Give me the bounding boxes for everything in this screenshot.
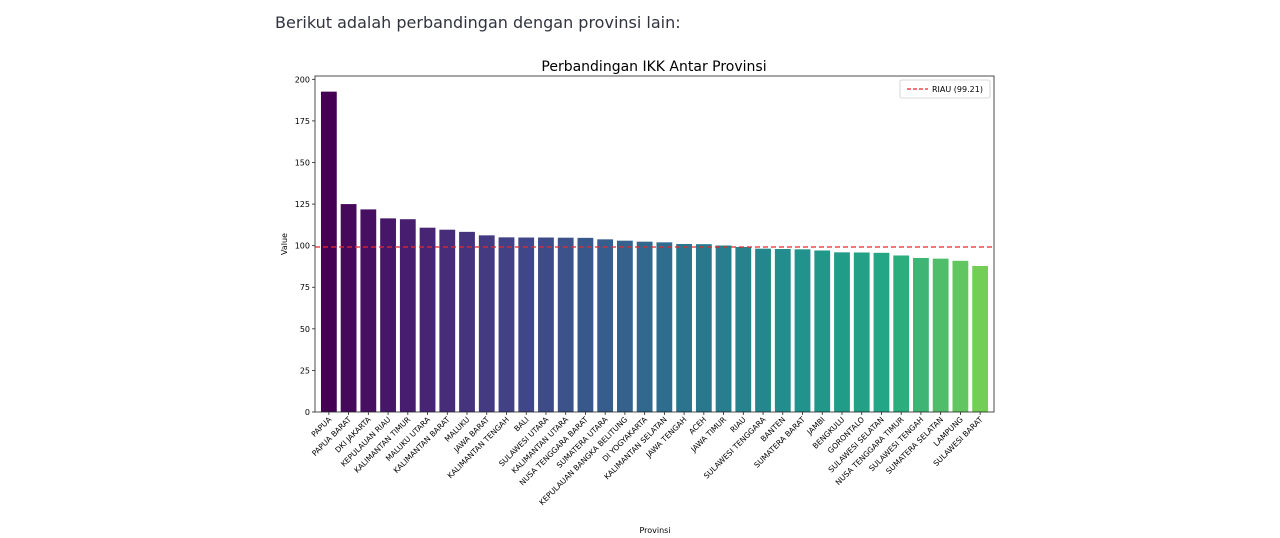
y-tick-label: 200 (295, 75, 310, 84)
bar (399, 219, 416, 412)
bar (439, 229, 456, 412)
legend-label: RIAU (99.21) (932, 85, 983, 94)
bar (715, 245, 732, 412)
bar (794, 249, 811, 412)
bar (498, 237, 515, 412)
bar (972, 265, 989, 412)
y-tick-label: 100 (295, 242, 310, 251)
y-tick-label: 75 (300, 283, 310, 292)
bars (320, 91, 989, 412)
legend-box (899, 79, 991, 99)
bar-chart: Perbandingan IKK Antar Provinsi PAPUAPAP… (280, 59, 995, 535)
bar (952, 260, 969, 412)
x-axis-label: Provinsi (639, 526, 670, 535)
bar (340, 204, 357, 412)
bar (735, 246, 752, 412)
bar (834, 252, 850, 412)
y-axis-label: Value (280, 233, 289, 255)
bar (873, 252, 890, 412)
bar (320, 91, 337, 412)
bar (538, 237, 554, 412)
bar (853, 252, 870, 412)
bar (459, 231, 475, 412)
y-tick-label: 0 (305, 408, 310, 417)
y-tick-label: 150 (295, 158, 310, 167)
bar (617, 240, 633, 412)
bar (913, 257, 929, 412)
y-tick-label: 125 (295, 200, 310, 209)
bar (636, 241, 653, 412)
bar (932, 258, 949, 412)
bar (755, 248, 771, 412)
bar (380, 218, 396, 412)
chart-title: Perbandingan IKK Antar Provinsi (541, 59, 766, 75)
plot-frame (314, 75, 995, 413)
bar (893, 255, 910, 412)
intro-text: Berikut adalah perbandingan dengan provi… (275, 13, 681, 32)
y-tick-label: 25 (300, 366, 310, 375)
legend: RIAU (99.21) (899, 79, 991, 99)
bar (360, 209, 377, 412)
y-tick-label: 175 (295, 117, 310, 126)
y-ticks: 0 25 50 75 100 125 150 175 200 (295, 75, 315, 417)
bar (577, 237, 594, 412)
bar (478, 235, 495, 412)
bar (518, 237, 535, 412)
bar (419, 227, 436, 412)
bar (676, 244, 692, 412)
bar (695, 244, 712, 412)
bar (557, 237, 574, 412)
bar (656, 242, 673, 412)
bar (774, 248, 791, 412)
bar (597, 239, 614, 412)
bar (814, 250, 831, 412)
y-tick-label: 50 (300, 325, 310, 334)
